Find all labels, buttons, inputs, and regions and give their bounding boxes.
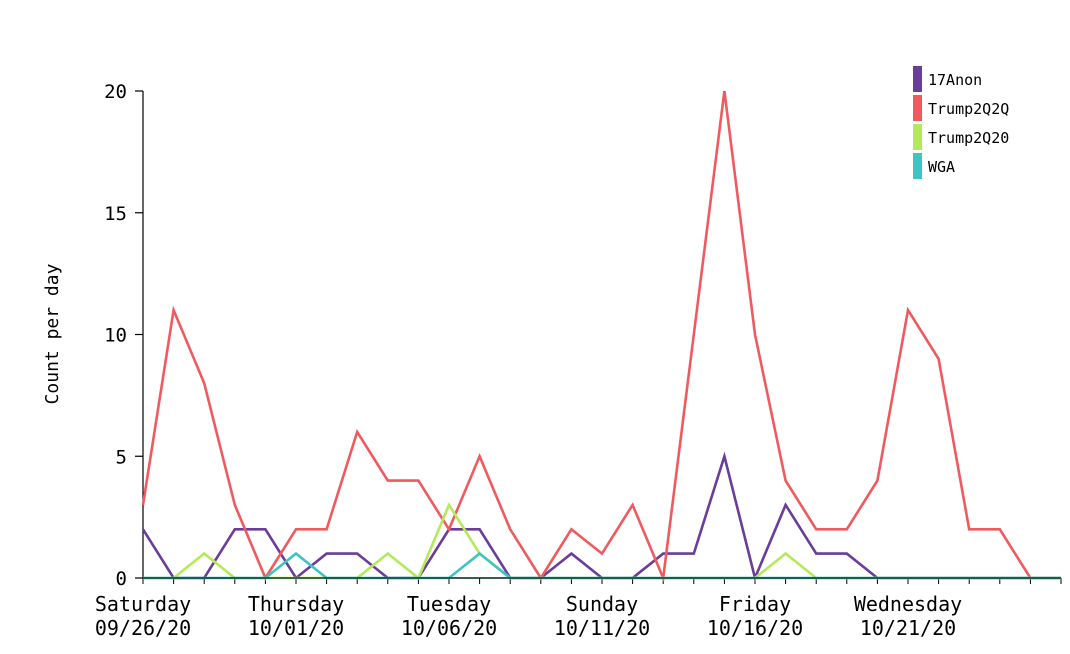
legend-label-wga: WGA: [928, 158, 955, 176]
legend: 17Anon Trump2Q2Q Trump2Q20 WGA: [913, 66, 1009, 179]
x-tick-day-label: Friday: [719, 592, 791, 616]
x-tick-day-label: Wednesday: [854, 592, 962, 616]
y-tick-label: 20: [104, 81, 127, 103]
legend-swatch-trump2q20: [913, 124, 922, 150]
legend-swatch-wga: [913, 153, 922, 179]
legend-label-17anon: 17Anon: [928, 71, 982, 89]
x-tick-date-label: 10/01/20: [248, 616, 344, 640]
x-tick-day-label: Saturday: [95, 592, 191, 616]
x-tick-day-label: Sunday: [566, 592, 638, 616]
legend-label-trump2q20: Trump2Q20: [928, 129, 1009, 147]
x-tick-day-label: Thursday: [248, 592, 344, 616]
series-line-wga: [143, 551, 1061, 580]
y-axis-label: Count per day: [42, 263, 63, 404]
y-tick-label: 15: [104, 203, 127, 225]
y-tick-label: 0: [116, 568, 127, 590]
x-tick-date-label: 10/06/20: [401, 616, 497, 640]
legend-swatch-17anon: [913, 66, 922, 92]
series-line-17anon: [141, 451, 1061, 583]
x-tick-date-label: 09/26/20: [95, 616, 191, 640]
series-group: [141, 90, 1061, 583]
legend-label-trump2q2q: Trump2Q2Q: [928, 100, 1009, 118]
legend-swatch-trump2q2q: [913, 95, 922, 121]
series-line-trump2q2q: [141, 90, 1061, 583]
x-tick-date-label: 10/16/20: [707, 616, 803, 640]
y-tick-label: 5: [116, 446, 127, 468]
x-tick-date-label: 10/21/20: [860, 616, 956, 640]
y-tick-label: 10: [104, 325, 127, 347]
x-tick-date-label: 10/11/20: [554, 616, 650, 640]
x-tick-day-label: Tuesday: [407, 592, 491, 616]
